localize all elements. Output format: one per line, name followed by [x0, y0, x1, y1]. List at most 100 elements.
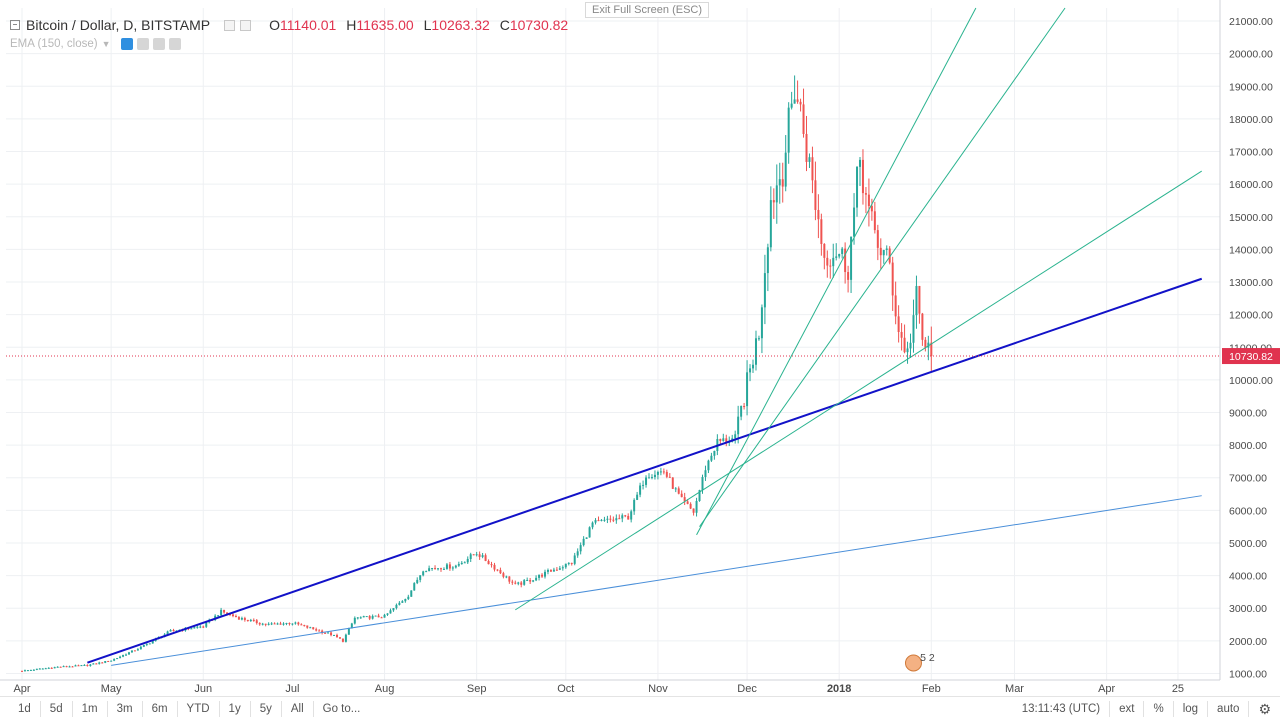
candle-body	[743, 406, 746, 408]
candle-body	[650, 477, 653, 479]
candle-body	[621, 515, 624, 519]
candle-body	[835, 256, 838, 258]
candle-body	[356, 617, 359, 619]
dropdown-icon[interactable]: ▼	[101, 39, 111, 49]
indicator-label[interactable]: EMA (150, close)	[10, 38, 98, 50]
candle-body	[870, 206, 873, 212]
candle-body	[772, 200, 775, 203]
symbol-legend: Bitcoin / Dollar, D, BITSTAMP O11140.01 …	[10, 17, 568, 33]
y-tick-label: 16000.00	[1229, 179, 1273, 191]
x-tick-label: Jul	[285, 683, 299, 695]
candle-body	[882, 249, 885, 256]
divider	[280, 701, 282, 717]
candle-body	[544, 571, 547, 577]
divider	[1109, 701, 1111, 717]
divider	[176, 701, 178, 717]
candle-body	[422, 571, 425, 576]
candle-body	[98, 662, 101, 664]
utc-clock[interactable]: 13:11:43 (UTC)	[1021, 703, 1101, 715]
collapse-legend-icon[interactable]	[10, 20, 20, 30]
trendline	[699, 7, 1066, 527]
ohlc-low-value: 10263.32	[431, 17, 490, 33]
candle-body	[820, 219, 823, 244]
price-chart[interactable]: 21000.00 20000.00 19000.00 18000.00 17000.00…	[0, 0, 1280, 696]
candle-body	[719, 438, 722, 441]
candle-body	[270, 623, 273, 625]
candle-body	[757, 338, 760, 340]
y-tick-label: 15000.00	[1229, 212, 1273, 224]
eye-icon[interactable]	[120, 38, 133, 50]
candle-body	[463, 562, 466, 564]
y-tick-label: 9000.00	[1229, 408, 1267, 420]
y-tick-label: 10000.00	[1229, 375, 1273, 387]
plus-icon[interactable]	[152, 38, 165, 50]
candle-body	[276, 623, 279, 625]
candle-body	[104, 661, 107, 663]
goto-date-button[interactable]: Go to...	[322, 703, 361, 715]
candle-body	[359, 617, 362, 619]
candle-body	[273, 623, 276, 625]
candle-body	[493, 564, 496, 570]
candle-body	[264, 623, 267, 625]
candle-body	[136, 649, 139, 651]
last-price-badge	[1222, 348, 1280, 365]
timeframe-all[interactable]: All	[290, 703, 304, 715]
candle-body	[445, 564, 448, 569]
ohlc-open-value: 11140.01	[280, 17, 337, 33]
candle-body	[897, 316, 900, 332]
divider	[1248, 701, 1250, 717]
candle-body	[579, 545, 582, 552]
candle-body	[561, 567, 564, 569]
timeframe-3m[interactable]: 3m	[116, 703, 133, 715]
exit-fullscreen-button[interactable]: Exit Full Screen (ESC)	[585, 2, 710, 18]
timeframe-6m[interactable]: 6m	[151, 703, 168, 715]
settings-icon[interactable]	[240, 19, 252, 31]
candle-body	[312, 627, 315, 630]
candle-body	[648, 477, 651, 479]
candle-body	[294, 622, 297, 624]
candle-body	[347, 628, 350, 635]
candle-body	[888, 248, 891, 263]
compare-icon[interactable]	[224, 19, 236, 31]
candle-body	[439, 568, 442, 570]
candle-body	[790, 103, 793, 108]
candle-body	[434, 568, 437, 570]
percent-scale-toggle[interactable]: %	[1153, 703, 1164, 715]
candle-body	[725, 438, 728, 443]
timeframe-1m[interactable]: 1m	[81, 703, 98, 715]
close-icon[interactable]	[168, 38, 181, 50]
candle-body	[306, 625, 309, 628]
candle-body	[823, 243, 826, 258]
candle-body	[630, 511, 633, 520]
timeframe-1d[interactable]: 1d	[18, 703, 31, 715]
candle-body	[707, 460, 710, 471]
candle-body	[145, 643, 148, 645]
candle-body	[377, 615, 380, 618]
y-tick-label: 20000.00	[1229, 49, 1273, 61]
divider	[1143, 701, 1145, 717]
timeframe-ytd[interactable]: YTD	[186, 703, 210, 715]
timeframe-5y[interactable]: 5y	[259, 703, 272, 715]
log-scale-toggle[interactable]: log	[1182, 703, 1199, 715]
candle-body	[478, 554, 481, 557]
candle-body	[722, 438, 725, 441]
candle-body	[606, 518, 609, 520]
extended-hours-toggle[interactable]: ext	[1119, 703, 1135, 715]
timeframe-5d[interactable]: 5d	[49, 703, 63, 715]
symbol-title[interactable]: Bitcoin / Dollar, D, BITSTAMP	[26, 17, 211, 33]
candle-body	[856, 166, 859, 208]
timeframe-1y[interactable]: 1y	[228, 703, 241, 715]
candle-body	[240, 618, 243, 620]
gear-icon[interactable]	[136, 38, 149, 50]
trendline	[515, 170, 1202, 611]
candle-body	[133, 650, 136, 652]
candle-body	[695, 500, 698, 513]
candle-body	[285, 623, 288, 625]
candle-body	[760, 307, 763, 339]
x-tick-label: 2018	[827, 683, 851, 695]
candle-body	[333, 634, 336, 636]
chart-settings-gear-icon[interactable]: ⚙	[1258, 700, 1271, 717]
candle-body	[21, 670, 23, 672]
candle-body	[300, 624, 303, 626]
auto-scale-toggle[interactable]: auto	[1217, 703, 1240, 715]
